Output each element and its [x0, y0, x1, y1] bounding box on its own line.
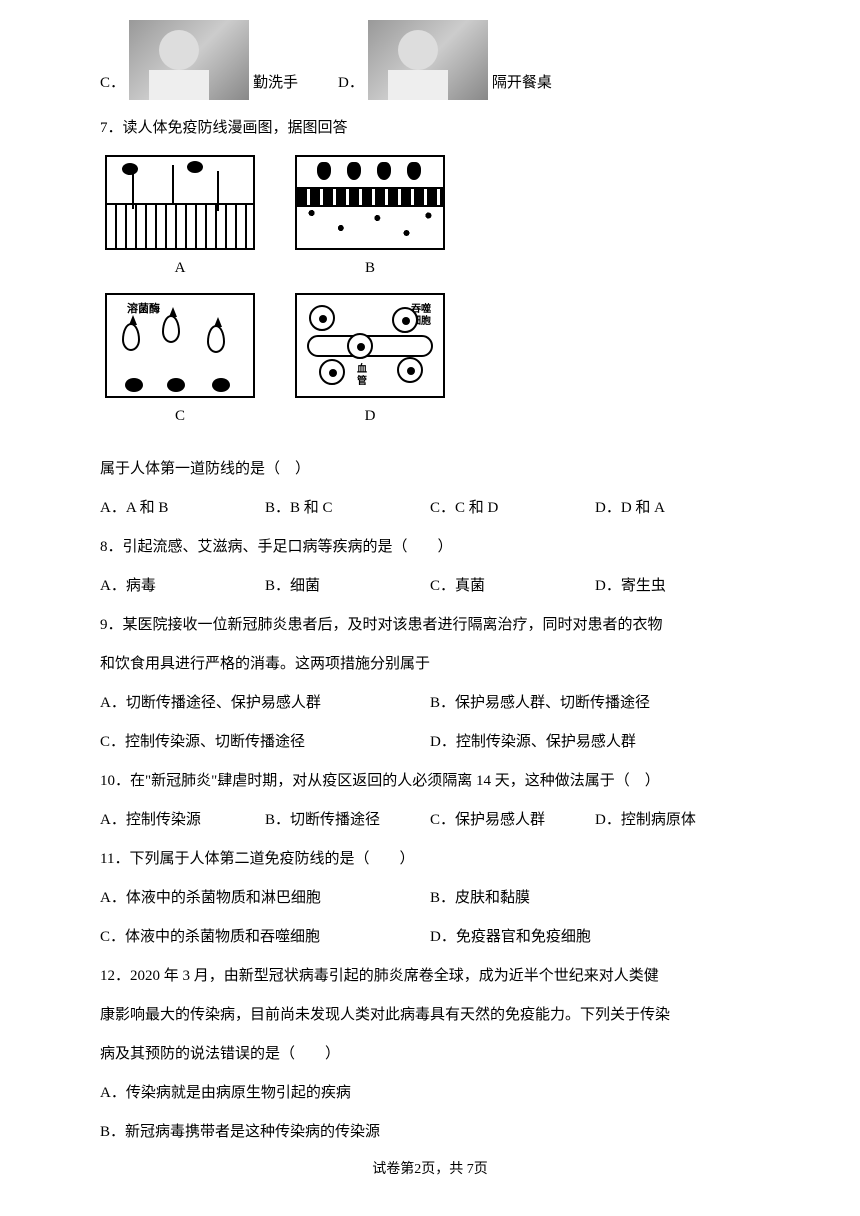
q9-opt-d: D．控制传染源、保护易感人群	[430, 726, 760, 759]
q11-opt-c: C．体液中的杀菌物质和吞噬细胞	[100, 921, 430, 954]
diagram-b	[295, 155, 445, 250]
option-c-letter: C．	[100, 67, 125, 100]
q8-opt-b: B．细菌	[265, 570, 430, 603]
q10-stem: 10．在"新冠肺炎"肆虐时期，对从疫区返回的人必须隔离 14 天，这种做法属于（…	[100, 765, 760, 798]
option-d-letter: D．	[338, 67, 364, 100]
wash-hands-image	[129, 20, 249, 100]
option-d-text: 隔开餐桌	[492, 67, 552, 100]
q9-options-ab: A．切断传播途径、保护易感人群 B．保护易感人群、切断传播途径	[100, 687, 760, 720]
q12-stem1: 12．2020 年 3 月，由新型冠状病毒引起的肺炎席卷全球，成为近半个世纪来对…	[100, 960, 760, 993]
q11-opt-d: D．免疫器官和免疫细胞	[430, 921, 760, 954]
q9-stem2: 和饮食用具进行严格的消毒。这两项措施分别属于	[100, 648, 760, 681]
q12-opt-a: A．传染病就是由病原生物引起的疾病	[100, 1077, 760, 1110]
q9-stem1: 9．某医院接收一位新冠肺炎患者后，及时对该患者进行隔离治疗，同时对患者的衣物	[100, 609, 760, 642]
page-footer: 试卷第2页，共 7页	[0, 1155, 860, 1186]
diagram-c-label: C	[175, 400, 185, 433]
diagram-a-cell: A	[100, 155, 260, 285]
q8-options: A．病毒 B．细菌 C．真菌 D．寄生虫	[100, 570, 760, 603]
q8-opt-d: D．寄生虫	[595, 570, 760, 603]
q7-opt-b: B．B 和 C	[265, 492, 430, 525]
option-d-wrap: D． 隔开餐桌	[338, 20, 552, 100]
q8-stem: 8．引起流感、艾滋病、手足口病等疾病的是（ ）	[100, 531, 760, 564]
diagram-a-label: A	[175, 252, 186, 285]
q7-opt-d: D．D 和 A	[595, 492, 760, 525]
q7-options: A．A 和 B B．B 和 C C．C 和 D D．D 和 A	[100, 492, 760, 525]
q12-opt-b: B．新冠病毒携带者是这种传染病的传染源	[100, 1116, 760, 1149]
q10-opt-b: B．切断传播途径	[265, 804, 430, 837]
q9-options-cd: C．控制传染源、切断传播途径 D．控制传染源、保护易感人群	[100, 726, 760, 759]
diagram-d-label: D	[365, 400, 376, 433]
q9-opt-a: A．切断传播途径、保护易感人群	[100, 687, 430, 720]
q10-opt-c: C．保护易感人群	[430, 804, 595, 837]
diagram-b-cell: B	[290, 155, 450, 285]
q11-options-cd: C．体液中的杀菌物质和吞噬细胞 D．免疫器官和免疫细胞	[100, 921, 760, 954]
q11-stem: 11．下列属于人体第二道免疫防线的是（ ）	[100, 843, 760, 876]
diagram-a	[105, 155, 255, 250]
q7-stem: 7．读人体免疫防线漫画图，据图回答	[100, 112, 760, 145]
q7-sub: 属于人体第一道防线的是（ ）	[100, 453, 760, 486]
diagram-d-cell: 吞噬 细胞 血 管 D	[290, 293, 450, 443]
q10-opt-d: D．控制病原体	[595, 804, 760, 837]
q10-opt-a: A．控制传染源	[100, 804, 265, 837]
q11-opt-a: A．体液中的杀菌物质和淋巴细胞	[100, 882, 430, 915]
q9-opt-b: B．保护易感人群、切断传播途径	[430, 687, 760, 720]
q9-opt-c: C．控制传染源、切断传播途径	[100, 726, 430, 759]
option-c-wrap: C． 勤洗手	[100, 20, 298, 100]
q10-options: A．控制传染源 B．切断传播途径 C．保护易感人群 D．控制病原体	[100, 804, 760, 837]
q7-opt-c: C．C 和 D	[430, 492, 595, 525]
q12-stem3: 病及其预防的说法错误的是（ ）	[100, 1038, 760, 1071]
diagram-c-cell: 溶菌酶 C	[100, 293, 260, 443]
q12-stem2: 康影响最大的传染病，目前尚未发现人类对此病毒具有天然的免疫能力。下列关于传染	[100, 999, 760, 1032]
q7-diagram-grid: A B 溶菌酶 C 吞噬 细胞 血 管	[100, 155, 760, 443]
q8-opt-c: C．真菌	[430, 570, 595, 603]
diagram-d: 吞噬 细胞 血 管	[295, 293, 445, 398]
separate-table-image	[368, 20, 488, 100]
diagram-b-label: B	[365, 252, 375, 285]
option-c-text: 勤洗手	[253, 67, 298, 100]
q7-opt-a: A．A 和 B	[100, 492, 265, 525]
q11-opt-b: B．皮肤和黏膜	[430, 882, 760, 915]
q8-opt-a: A．病毒	[100, 570, 265, 603]
diagram-c: 溶菌酶	[105, 293, 255, 398]
diagram-d-label4: 管	[357, 371, 367, 393]
q6-options-cd: C． 勤洗手 D． 隔开餐桌	[100, 20, 760, 100]
q11-options-ab: A．体液中的杀菌物质和淋巴细胞 B．皮肤和黏膜	[100, 882, 760, 915]
